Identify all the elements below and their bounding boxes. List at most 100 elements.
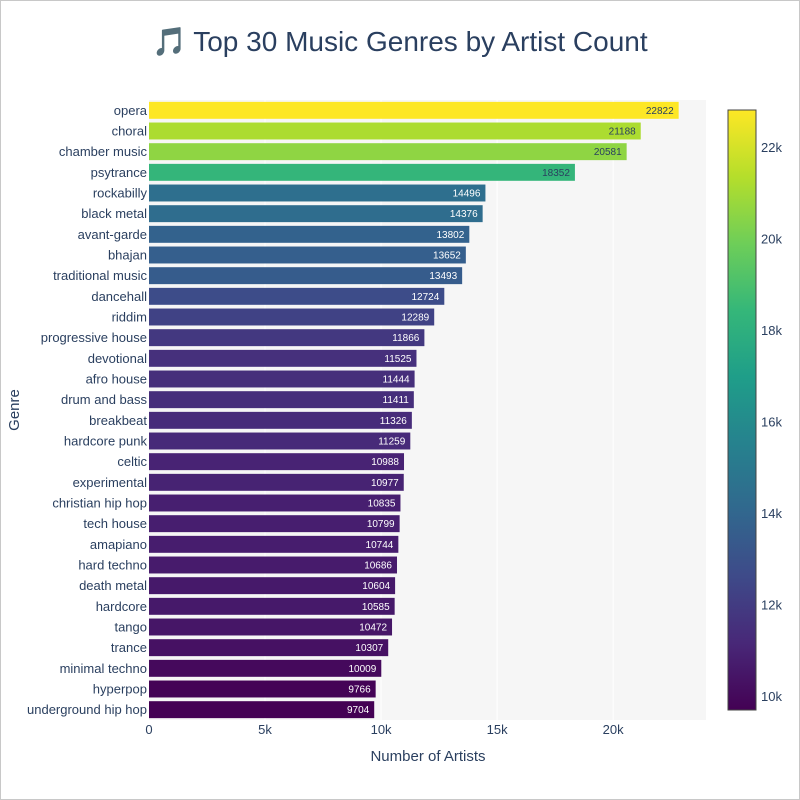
bar-value-label: 14496 (453, 189, 481, 200)
bar-value-label: 14376 (450, 209, 478, 220)
bar-value-label: 18352 (542, 168, 570, 179)
bar-value-label: 20581 (594, 147, 622, 158)
bar (149, 556, 398, 574)
x-tick-label: 10k (371, 722, 392, 737)
category-label: experimental (73, 475, 148, 490)
bar-value-label: 22822 (646, 106, 674, 117)
bar (149, 308, 435, 326)
category-label: devotional (88, 351, 147, 366)
bar-value-label: 10472 (359, 623, 387, 634)
x-tick-labels: 0 5k 10k 15k 20k (145, 722, 624, 737)
category-label: rockabilly (93, 186, 148, 201)
category-label: choral (112, 124, 148, 139)
bar-value-label: 10988 (371, 457, 399, 468)
chart-title: 🎵 Top 30 Music Genres by Artist Count (152, 26, 648, 57)
category-label: avant-garde (78, 227, 147, 242)
chart-title-text: Top 30 Music Genres by Artist Count (193, 26, 648, 57)
bar-value-label: 11259 (378, 437, 406, 448)
bar (149, 349, 417, 367)
bar (149, 163, 575, 181)
category-label: afro house (86, 372, 147, 387)
bar-value-label: 9766 (348, 685, 371, 696)
colorbar-tick-label: 10k (761, 689, 782, 704)
gridlines (264, 100, 614, 720)
category-label: chamber music (59, 144, 148, 159)
bar (149, 639, 389, 657)
bar-value-label: 13652 (433, 251, 461, 262)
category-label: underground hip hop (27, 702, 147, 717)
bar (149, 225, 470, 243)
category-label: hardcore (96, 599, 147, 614)
bars: 22822 21188 20581 18352 14496 14376 13802 13652… (149, 101, 679, 719)
bar-value-label: 11866 (392, 333, 420, 344)
bar-value-label: 10307 (355, 643, 383, 654)
bar (149, 577, 396, 595)
bar-value-label: 21188 (609, 127, 637, 138)
bar (149, 246, 466, 264)
bar (149, 494, 401, 512)
category-label: traditional music (53, 268, 147, 283)
colorbar-tick-label: 12k (761, 597, 782, 612)
bar (149, 618, 393, 636)
bar-value-label: 10009 (348, 664, 376, 675)
bar (149, 143, 627, 161)
y-tick-labels: opera choral chamber music psytrance rockabi… (27, 103, 148, 717)
category-label: death metal (79, 578, 147, 593)
bar-value-label: 13493 (429, 271, 457, 282)
bar-value-label: 12289 (401, 313, 429, 324)
bar (149, 391, 414, 409)
colorbar-tick-label: 16k (761, 415, 782, 430)
category-label: hard techno (78, 558, 147, 573)
category-label: dancehall (91, 289, 147, 304)
bar-value-label: 11326 (380, 416, 408, 427)
bar (149, 267, 463, 285)
bar-value-label: 10744 (366, 540, 394, 551)
bar (149, 659, 382, 677)
bar (149, 287, 445, 305)
bar (149, 101, 679, 119)
category-label: trance (111, 640, 147, 655)
bar (149, 515, 400, 533)
category-label: progressive house (41, 330, 147, 345)
bar (149, 473, 404, 491)
bar-value-label: 12724 (411, 292, 439, 303)
bar (149, 411, 412, 429)
bar (149, 432, 411, 450)
bar-value-label: 10835 (368, 499, 396, 510)
bar (149, 535, 399, 553)
category-label: amapiano (90, 537, 147, 552)
bar-value-label: 11525 (384, 354, 412, 365)
bar-value-label: 13802 (437, 230, 465, 241)
bar (149, 329, 425, 347)
category-label: bhajan (108, 248, 147, 263)
y-axis-label: Genre (6, 389, 23, 431)
category-label: tech house (83, 516, 147, 531)
x-tick-label: 20k (603, 722, 624, 737)
category-label: opera (114, 103, 148, 118)
bar-value-label: 10604 (362, 581, 390, 592)
category-label: tango (114, 620, 147, 635)
x-tick-label: 0 (145, 722, 152, 737)
colorbar-tick-label: 14k (761, 506, 782, 521)
category-label: celtic (117, 454, 147, 469)
bar-value-label: 11444 (383, 375, 411, 386)
category-label: black metal (81, 206, 147, 221)
bar (149, 597, 395, 615)
colorbar-gradient (727, 109, 757, 711)
x-axis-label: Number of Artists (370, 748, 485, 765)
x-tick-label: 5k (258, 722, 272, 737)
music-note-icon: 🎵 (152, 26, 187, 57)
bar-value-label: 9704 (347, 705, 370, 716)
colorbar-tick-label: 22k (761, 140, 782, 155)
bar (149, 205, 483, 223)
bar (149, 184, 486, 202)
category-label: riddim (112, 310, 147, 325)
category-label: hardcore punk (64, 434, 148, 449)
category-label: breakbeat (89, 413, 147, 428)
category-label: drum and bass (61, 392, 147, 407)
bar-value-label: 10977 (371, 478, 399, 489)
bar (149, 370, 415, 388)
bar (149, 680, 376, 698)
bar-value-label: 10799 (367, 519, 395, 530)
